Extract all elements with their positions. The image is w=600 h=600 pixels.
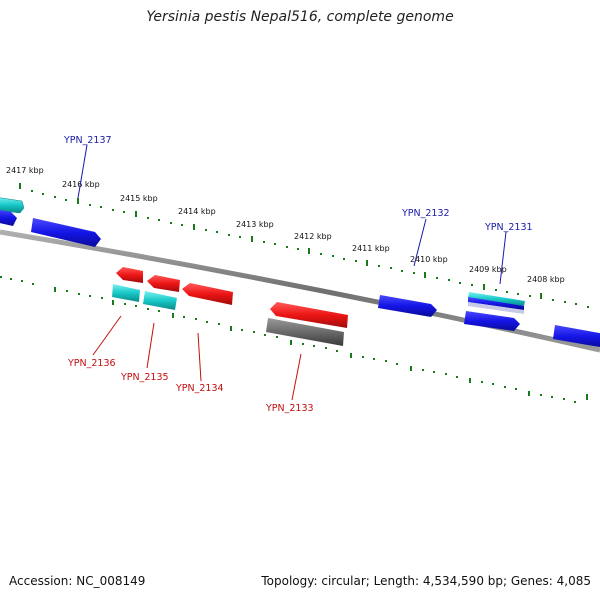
forward-gene-arrow[interactable] (468, 302, 524, 314)
pseudo-gene-block[interactable] (266, 318, 344, 346)
scale-label: 2416 kbp (62, 180, 100, 189)
forward-gene-arrow[interactable] (468, 292, 525, 306)
gene-label-reverse[interactable]: YPN_2133 (265, 403, 314, 414)
scale-label: 2409 kbp (469, 265, 507, 274)
scale-label: 2415 kbp (120, 194, 158, 203)
forward-gene-arrow[interactable] (468, 297, 524, 310)
forward-gene-arrow[interactable] (31, 218, 101, 247)
genome-summary: Topology: circular; Length: 4,534,590 bp… (261, 574, 591, 588)
scale-label: 2414 kbp (178, 207, 216, 216)
reverse-leader-lines (92, 315, 302, 401)
scale-label: 2417 kbp (6, 166, 44, 175)
forward-gene-arrow[interactable] (378, 295, 437, 317)
forward-gene-arrow[interactable] (464, 311, 520, 331)
gene-label-forward[interactable]: YPN_2132 (401, 208, 450, 219)
genome-backbone (0, 229, 600, 353)
reverse-gene-arrow[interactable] (116, 267, 143, 283)
forward-tick-ring (19, 183, 589, 308)
forward-gene-arrow[interactable] (0, 197, 25, 214)
gene-label-forward[interactable]: YPN_2131 (484, 222, 533, 233)
accession-label: Accession: NC_008149 (9, 574, 146, 588)
scale-label: 2410 kbp (410, 255, 448, 264)
scale-label: 2411 kbp (352, 244, 390, 253)
gene-label-forward[interactable]: YPN_2137 (63, 135, 112, 146)
gene-label-reverse[interactable]: YPN_2136 (67, 358, 116, 369)
scale-label: 2412 kbp (294, 232, 332, 241)
gene-label-reverse[interactable]: YPN_2135 (120, 372, 169, 383)
rna-gene-block[interactable] (112, 284, 140, 302)
reverse-gene-arrow[interactable] (147, 275, 180, 292)
rna-gene-block[interactable] (143, 291, 177, 310)
scale-label: 2408 kbp (527, 275, 565, 284)
scale-label: 2413 kbp (236, 220, 274, 229)
forward-leader-lines (77, 144, 507, 285)
reverse-gene-arrow[interactable] (270, 302, 348, 328)
reverse-gene-arrow[interactable] (182, 283, 233, 305)
map-title: Yersinia pestis Nepal516, complete genom… (146, 9, 454, 25)
gene-label-reverse[interactable]: YPN_2134 (175, 383, 224, 394)
reverse-tick-ring (0, 276, 588, 403)
forward-gene-arrow[interactable] (553, 325, 600, 348)
forward-gene-arrow[interactable] (0, 209, 17, 226)
